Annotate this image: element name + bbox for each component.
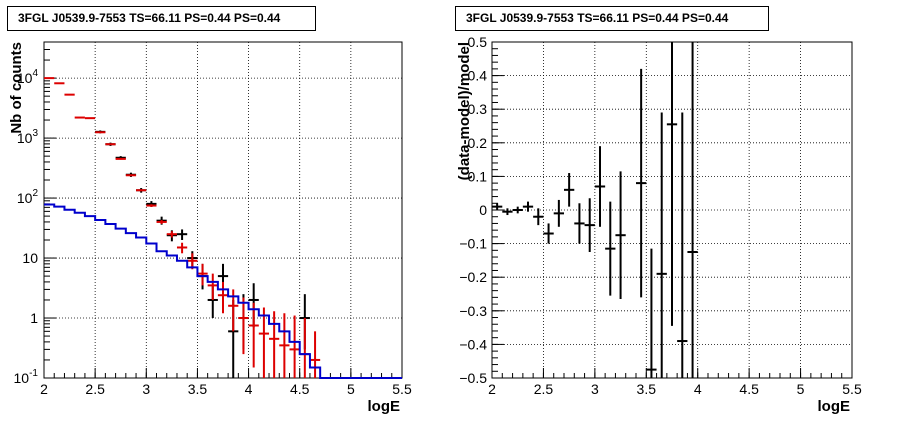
right-x-tick-label: 5 bbox=[797, 381, 805, 397]
left-background-step-line bbox=[44, 203, 402, 379]
right-y-tick-label: 0.1 bbox=[468, 168, 488, 184]
right-x-tick-label: 5.5 bbox=[842, 381, 862, 397]
right-y-tick-label: 0.3 bbox=[468, 101, 488, 117]
right-x-tick-label: 3 bbox=[591, 381, 599, 397]
right-y-tick-label: −0.4 bbox=[459, 336, 487, 352]
left-y-tick-label: 102 bbox=[17, 188, 39, 206]
left-x-tick-label: 5 bbox=[347, 381, 355, 397]
left-x-tick-label: 4 bbox=[245, 381, 253, 397]
left-x-tick-label: 2 bbox=[40, 381, 48, 397]
left-x-tick-label: 5.5 bbox=[392, 381, 412, 397]
left-x-tick-label: 4.5 bbox=[290, 381, 310, 397]
left-y-axis-label: Nb of counts bbox=[8, 42, 25, 134]
left-y-tick-label: 10 bbox=[22, 250, 38, 266]
right-x-tick-label: 3.5 bbox=[637, 381, 657, 397]
right-y-tick-label: 0.2 bbox=[468, 135, 488, 151]
right-y-tick-label: −0.5 bbox=[459, 370, 487, 386]
left-y-tick-label: 1 bbox=[30, 310, 38, 326]
right-x-tick-label: 4 bbox=[694, 381, 702, 397]
left-y-tick-label: 10-1 bbox=[14, 368, 39, 386]
left-plot-frame bbox=[43, 41, 403, 379]
right-y-tick-label: 0.5 bbox=[468, 34, 488, 50]
right-y-tick-label: 0 bbox=[479, 202, 487, 218]
left-x-axis-label: logE bbox=[368, 398, 401, 415]
right-y-tick-label: −0.2 bbox=[459, 269, 487, 285]
left-chart-title: 3FGL J0539.9-7553 TS=66.11 PS=0.44 PS=0.… bbox=[7, 6, 316, 31]
right-y-axis-label: (data-model)/model bbox=[456, 42, 473, 180]
right-y-tick-label: −0.1 bbox=[459, 236, 487, 252]
left-x-tick-label: 2.5 bbox=[85, 381, 105, 397]
right-x-axis-label: logE bbox=[818, 398, 851, 415]
left-x-tick-label: 3.5 bbox=[188, 381, 208, 397]
right-x-tick-label: 2 bbox=[488, 381, 496, 397]
left-x-tick-label: 3 bbox=[142, 381, 150, 397]
right-x-tick-label: 4.5 bbox=[739, 381, 759, 397]
right-chart-title: 3FGL J0539.9-7553 TS=66.11 PS=0.44 PS=0.… bbox=[455, 6, 769, 31]
right-y-tick-label: −0.3 bbox=[459, 303, 487, 319]
right-x-tick-label: 2.5 bbox=[534, 381, 554, 397]
right-y-tick-label: 0.4 bbox=[468, 68, 488, 84]
